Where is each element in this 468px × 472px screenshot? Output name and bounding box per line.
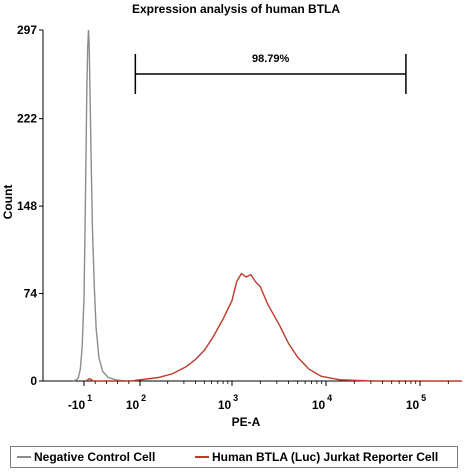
x-tick-label: 10 3 [218, 393, 238, 412]
chart-title: Expression analysis of human BTLA [132, 2, 340, 16]
gate-bracket: 98.79% [134, 53, 407, 94]
x-tick-label: -10 1 [68, 393, 92, 412]
legend-swatch-negative-control [17, 456, 31, 458]
series-btla-reporter-curve [85, 272, 462, 382]
legend-item-negative-control: Negative Control Cell [17, 450, 155, 464]
x-tick-label: 10 4 [312, 393, 332, 412]
y-tick-label: 0 [30, 374, 37, 388]
x-axis-label: PE-A [232, 415, 261, 429]
y-tick-label: 148 [17, 199, 37, 213]
legend-swatch-btla-reporter [195, 456, 209, 458]
y-axis-label: Count [1, 185, 15, 220]
y-axis: 0 74 148 222 297 [17, 23, 43, 388]
legend: Negative Control Cell Human BTLA (Luc) J… [10, 446, 458, 468]
y-tick-label: 222 [17, 112, 37, 126]
legend-label-negative-control: Negative Control Cell [34, 450, 156, 464]
series-negative-control-curve [72, 29, 126, 382]
x-tick-label: 10 2 [126, 393, 146, 412]
gate-percentage-label: 98.79% [252, 53, 290, 65]
x-tick-label: 10 5 [406, 393, 426, 412]
legend-label-btla-reporter: Human BTLA (Luc) Jurkat Reporter Cell [212, 450, 439, 464]
plot-area [42, 29, 462, 382]
x-axis: -10 1 10 2 10 3 10 4 10 5 [68, 381, 449, 412]
y-tick-label: 297 [17, 23, 37, 37]
legend-item-btla-reporter: Human BTLA (Luc) Jurkat Reporter Cell [195, 450, 438, 464]
y-tick-label: 74 [24, 287, 38, 301]
